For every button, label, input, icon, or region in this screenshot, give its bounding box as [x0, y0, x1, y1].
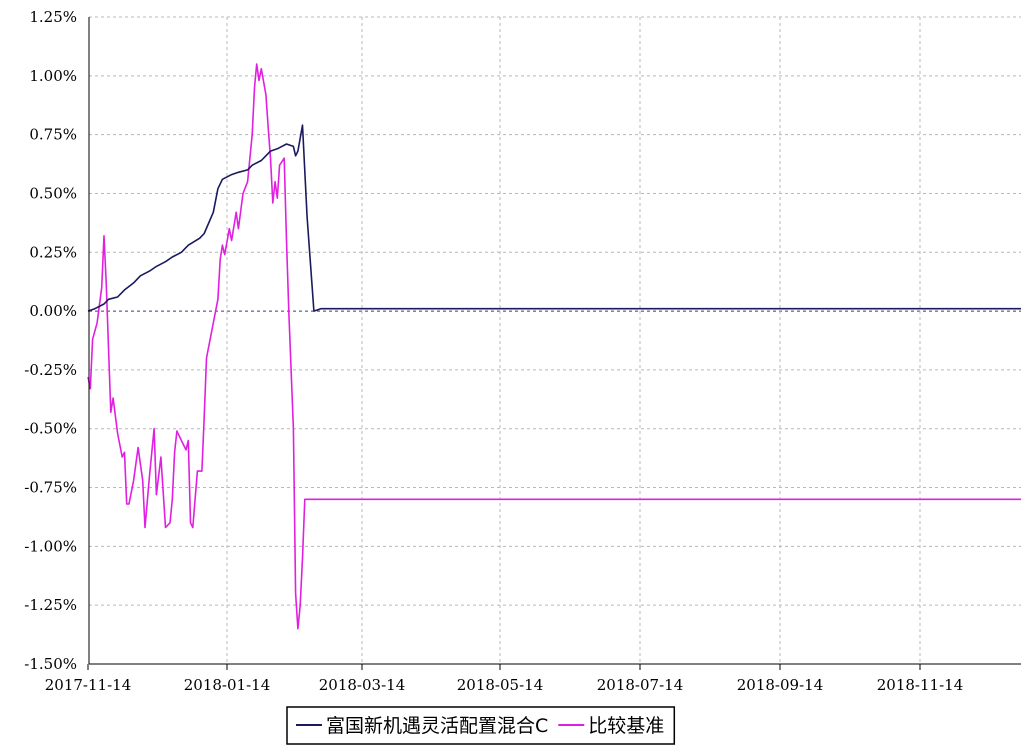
x-tick-label: 2018-07-14	[597, 676, 683, 694]
x-tick-label: 2018-05-14	[457, 676, 543, 694]
legend-entry: 比较基准	[588, 715, 664, 737]
y-tick-label: 0.25%	[29, 243, 77, 261]
x-tick-label: 2017-11-14	[45, 676, 131, 694]
grid	[89, 16, 1021, 664]
x-axis-ticks: 2017-11-14 2018-01-14 2018-03-14 2018-05-14…	[45, 664, 963, 694]
y-tick-label: -1.25%	[24, 596, 77, 614]
legend-box	[286, 706, 676, 745]
y-axis-ticks: 1.25% 1.00% 0.75% 0.50% 0.25% 0.00% -0.25% -0.5…	[24, 8, 77, 673]
y-tick-label: -1.50%	[24, 655, 77, 673]
y-tick-label: 0.50%	[29, 184, 77, 202]
y-tick-label: -1.00%	[24, 537, 77, 555]
x-tick-label: 2018-11-14	[877, 676, 963, 694]
y-tick-label: -0.25%	[24, 361, 77, 379]
y-tick-label: 1.25%	[29, 8, 77, 26]
x-tick-label: 2018-03-14	[319, 676, 405, 694]
x-tick-label: 2018-09-14	[737, 676, 823, 694]
legend: 富国新机遇灵活配置混合C 比较基准	[286, 706, 676, 745]
y-tick-label: 1.00%	[29, 67, 77, 85]
y-tick-label: -0.50%	[24, 420, 77, 438]
legend-entry: 富国新机遇灵活配置混合C	[326, 715, 548, 737]
x-tick-label: 2018-01-14	[184, 676, 270, 694]
y-tick-label: 0.00%	[29, 302, 77, 320]
series-line-1	[87, 63, 1021, 630]
series-line-0	[87, 124, 1021, 312]
y-tick-label: -0.75%	[24, 479, 77, 497]
y-tick-label: 0.75%	[29, 126, 77, 144]
series-lines	[87, 63, 1021, 630]
